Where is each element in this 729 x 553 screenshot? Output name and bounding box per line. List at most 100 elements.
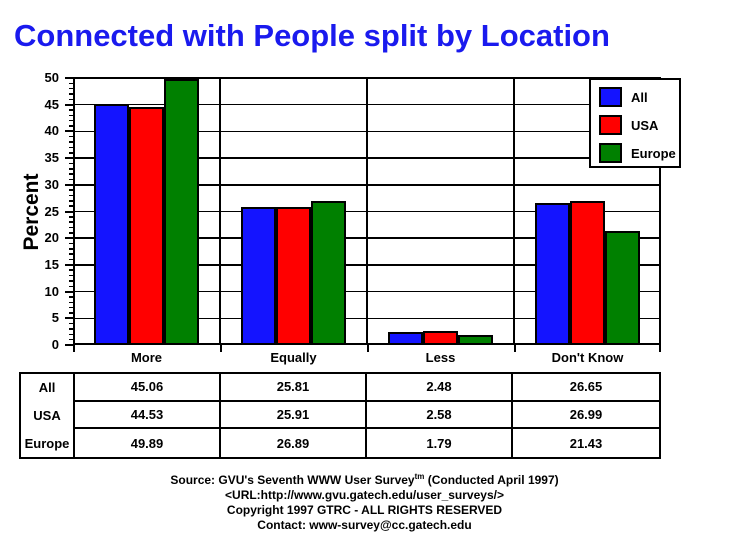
y-major-tick-50 — [65, 77, 73, 79]
gridline-v-2 — [366, 78, 368, 345]
y-tick-label-50: 50 — [44, 70, 59, 85]
table-cell-usa-1: 25.91 — [221, 401, 367, 430]
y-minor-tick — [69, 258, 73, 261]
footer-source-date: (Conducted April 1997) — [424, 473, 559, 487]
y-minor-tick — [69, 194, 73, 197]
y-minor-tick — [69, 274, 73, 277]
bar-usa-1 — [276, 206, 311, 345]
x-axis-labels: More Equally Less Don't Know — [73, 350, 661, 366]
legend: All USA Europe — [589, 78, 681, 168]
y-minor-tick — [69, 141, 73, 143]
y-minor-tick — [69, 221, 73, 223]
y-minor-tick — [69, 173, 73, 175]
y-tick-label-5: 5 — [51, 310, 59, 326]
y-tick-label-10: 10 — [44, 283, 59, 299]
bar-all-1 — [241, 207, 276, 345]
footer-contact-line: Contact: www-survey@cc.gatech.edu — [257, 518, 472, 532]
x-category-label-0: More — [130, 350, 163, 365]
table-cell-usa-2: 2.58 — [367, 401, 513, 430]
y-tick-label-30: 30 — [44, 176, 59, 192]
y-axis: 0 5 10 15 20 25 30 35 40 45 50 — [0, 70, 73, 352]
y-minor-tick — [69, 232, 73, 234]
y-minor-tick — [69, 189, 73, 191]
bar-all-3 — [535, 202, 570, 345]
table-cell-europe-0: 49.89 — [75, 429, 221, 457]
legend-item-usa: USA — [591, 111, 679, 139]
legend-label-all: All — [631, 89, 648, 105]
table-row-label-all: All — [21, 374, 75, 402]
x-tick-3 — [514, 345, 516, 352]
x-category-label-3: Don't Know — [551, 350, 624, 365]
table-cell-europe-2: 1.79 — [367, 429, 513, 457]
x-category-label-1: Equally — [270, 350, 317, 365]
bar-usa-0 — [129, 107, 164, 345]
y-tick-label-20: 20 — [44, 230, 59, 246]
y-major-tick-15 — [65, 263, 73, 266]
y-minor-tick — [69, 226, 73, 229]
y-major-tick-25 — [65, 210, 73, 213]
y-minor-tick — [69, 301, 73, 304]
footer-copyright-line: Copyright 1997 GTRC - ALL RIGHTS RESERVE… — [226, 503, 503, 517]
y-minor-tick — [69, 146, 73, 149]
y-major-tick-5 — [65, 317, 73, 320]
y-minor-tick — [69, 82, 73, 85]
legend-item-europe: Europe — [591, 139, 679, 167]
plot-right-border — [659, 78, 661, 345]
table-cell-all-1: 25.81 — [221, 374, 367, 402]
plot-area — [73, 77, 661, 345]
footer-url-line: <URL:http://www.gvu.gatech.edu/user_surv… — [225, 488, 504, 502]
page-title: Connected with People split by Location — [14, 18, 610, 53]
y-minor-tick — [69, 216, 73, 218]
y-major-tick-0 — [65, 344, 73, 346]
table-row-label-europe: Europe — [21, 429, 75, 457]
bar-europe-3 — [605, 230, 640, 345]
x-tick-4 — [659, 345, 661, 352]
footer-trademark: tm — [414, 472, 425, 481]
y-tick-label-15: 15 — [44, 256, 59, 272]
all-swatch — [599, 87, 622, 107]
data-table: All 45.06 25.81 2.48 26.65 USA 44.53 25.91 2.58 2… — [19, 372, 661, 459]
bar-all-2 — [388, 331, 423, 345]
footer-source-line: Source: GVU's Seventh WWW User Surveytm … — [0, 469, 729, 488]
legend-item-all: All — [591, 83, 679, 111]
table-cell-usa-0: 44.53 — [75, 401, 221, 430]
gridline-v-1 — [219, 78, 221, 345]
y-major-tick-10 — [65, 290, 73, 293]
table-cell-europe-3: 21.43 — [569, 435, 603, 451]
usa-swatch — [599, 115, 622, 135]
y-minor-tick — [69, 93, 73, 95]
table-cell-all-2: 2.48 — [367, 374, 513, 402]
table-cell-europe-1: 26.89 — [221, 429, 367, 457]
y-minor-tick — [69, 152, 73, 154]
y-major-tick-30 — [65, 183, 73, 186]
y-minor-tick — [69, 322, 73, 325]
y-minor-tick — [69, 242, 73, 245]
y-major-tick-20 — [65, 237, 73, 240]
x-category-label-2: Less — [425, 350, 456, 365]
bar-europe-2 — [458, 335, 493, 345]
y-minor-tick — [69, 306, 73, 309]
footer: Source: GVU's Seventh WWW User Surveytm … — [0, 469, 729, 533]
legend-label-europe: Europe — [631, 145, 676, 161]
bar-all-0 — [94, 104, 129, 345]
y-minor-tick — [69, 162, 73, 165]
y-minor-tick — [69, 312, 73, 314]
y-minor-tick — [69, 285, 73, 287]
y-minor-tick — [69, 248, 73, 250]
europe-swatch — [599, 143, 622, 163]
y-minor-tick — [69, 178, 73, 181]
y-minor-tick — [69, 253, 73, 255]
y-minor-tick — [69, 119, 73, 122]
table-cell-all-3: 26.65 — [513, 374, 659, 402]
y-minor-tick — [69, 338, 73, 341]
y-minor-tick — [69, 269, 73, 271]
y-minor-tick — [69, 328, 73, 330]
bar-usa-2 — [423, 331, 458, 345]
y-tick-label-35: 35 — [44, 150, 59, 166]
bar-usa-3 — [570, 200, 605, 345]
y-minor-tick — [69, 333, 73, 336]
y-minor-tick — [69, 205, 73, 207]
table-row-label-usa: USA — [21, 401, 75, 430]
y-tick-label-25: 25 — [44, 203, 59, 219]
